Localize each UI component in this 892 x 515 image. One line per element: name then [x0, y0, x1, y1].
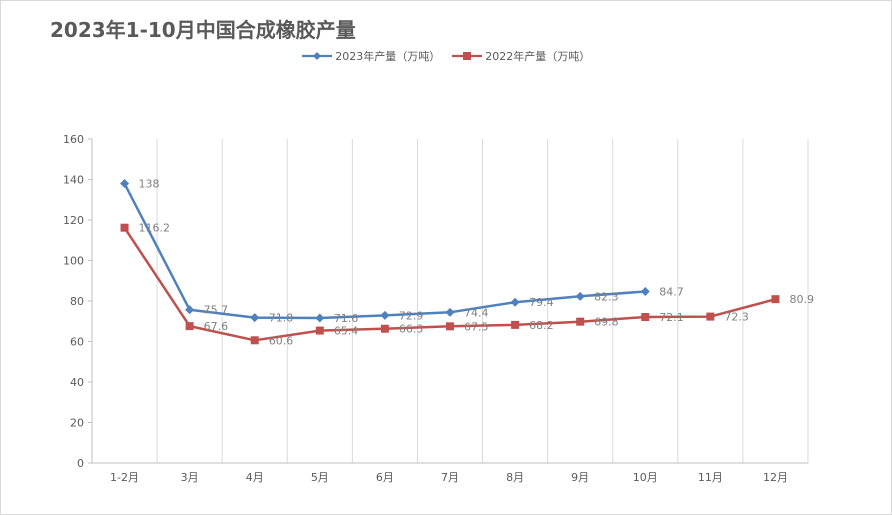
- legend-marker-2023: [301, 52, 332, 60]
- legend: 2023年产量（万吨） 2022年产量（万吨）: [0, 48, 892, 64]
- y-tick-label: 80: [70, 295, 84, 308]
- series-point-1: [706, 312, 715, 321]
- data-label-1: 65.4: [334, 325, 359, 338]
- data-label-1: 72.1: [659, 311, 684, 324]
- data-label-0: 79.4: [529, 296, 554, 309]
- x-tick-label: 5月: [311, 471, 329, 484]
- data-label-1: 66.3: [399, 323, 424, 336]
- x-tick-label: 4月: [246, 471, 264, 484]
- x-tick-label: 6月: [376, 471, 394, 484]
- series-point-1: [250, 336, 259, 345]
- series-line-0: [123, 183, 646, 320]
- data-label-0: 84.7: [659, 285, 684, 298]
- data-label-1: 67.5: [464, 320, 489, 333]
- y-tick-label: 40: [70, 376, 84, 389]
- legend-marker-2022: [451, 52, 482, 60]
- series-point-0: [445, 307, 455, 317]
- x-tick-label: 7月: [441, 471, 459, 484]
- series-point-0: [575, 291, 585, 301]
- data-label-0: 71.8: [269, 312, 294, 325]
- series-point-0: [185, 305, 195, 315]
- data-label-0: 72.9: [399, 309, 424, 322]
- series-point-0: [120, 179, 130, 189]
- data-label-1: 69.8: [594, 316, 619, 329]
- legend-item-2022: 2022年产量（万吨）: [451, 48, 591, 64]
- data-label-1: 67.6: [204, 320, 229, 333]
- x-tick-label: 12月: [763, 471, 788, 484]
- data-label-0: 74.4: [464, 306, 489, 319]
- series-point-0: [510, 297, 520, 307]
- y-tick-label: 0: [77, 457, 84, 470]
- series-point-1: [446, 322, 454, 331]
- chart-title: 2023年1-10月中国合成橡胶产量: [50, 18, 356, 42]
- series-point-0: [640, 286, 650, 296]
- series-point-1: [380, 324, 389, 333]
- data-label-1: 80.9: [789, 293, 814, 306]
- x-tick-label: 11月: [698, 471, 723, 484]
- series-point-0: [315, 313, 325, 323]
- data-label-1: 116.2: [139, 222, 171, 235]
- data-label-0: 71.6: [334, 312, 359, 325]
- y-tick-label: 60: [70, 336, 84, 349]
- y-tick-label: 100: [63, 255, 84, 268]
- series-point-0: [250, 313, 260, 323]
- y-tick-label: 20: [70, 417, 84, 430]
- y-tick-label: 160: [63, 133, 84, 146]
- series-point-0: [380, 310, 390, 320]
- series-point-1: [576, 317, 585, 326]
- legend-item-2023: 2023年产量（万吨）: [301, 48, 441, 64]
- series-point-1: [120, 223, 129, 232]
- data-label-1: 72.3: [724, 311, 749, 324]
- y-tick-label: 140: [63, 174, 84, 187]
- x-tick-label: 3月: [181, 471, 199, 484]
- legend-label-2023: 2023年产量（万吨）: [335, 50, 441, 63]
- data-label-0: 75.7: [204, 304, 229, 317]
- x-tick-label: 8月: [506, 471, 524, 484]
- series-point-1: [641, 312, 650, 321]
- series-point-1: [511, 320, 520, 329]
- y-tick-label: 120: [63, 214, 84, 227]
- series-point-1: [185, 322, 194, 331]
- x-tick-label: 10月: [633, 471, 658, 484]
- data-label-1: 68.2: [529, 319, 554, 332]
- x-tick-label: 1-2月: [110, 471, 139, 484]
- x-tick-label: 9月: [571, 471, 589, 484]
- series-point-1: [315, 326, 324, 335]
- series-point-1: [771, 295, 780, 304]
- data-label-0: 82.3: [594, 290, 619, 303]
- legend-label-2022: 2022年产量（万吨）: [485, 50, 591, 63]
- data-label-0: 138: [139, 178, 160, 191]
- data-label-1: 60.6: [269, 334, 294, 347]
